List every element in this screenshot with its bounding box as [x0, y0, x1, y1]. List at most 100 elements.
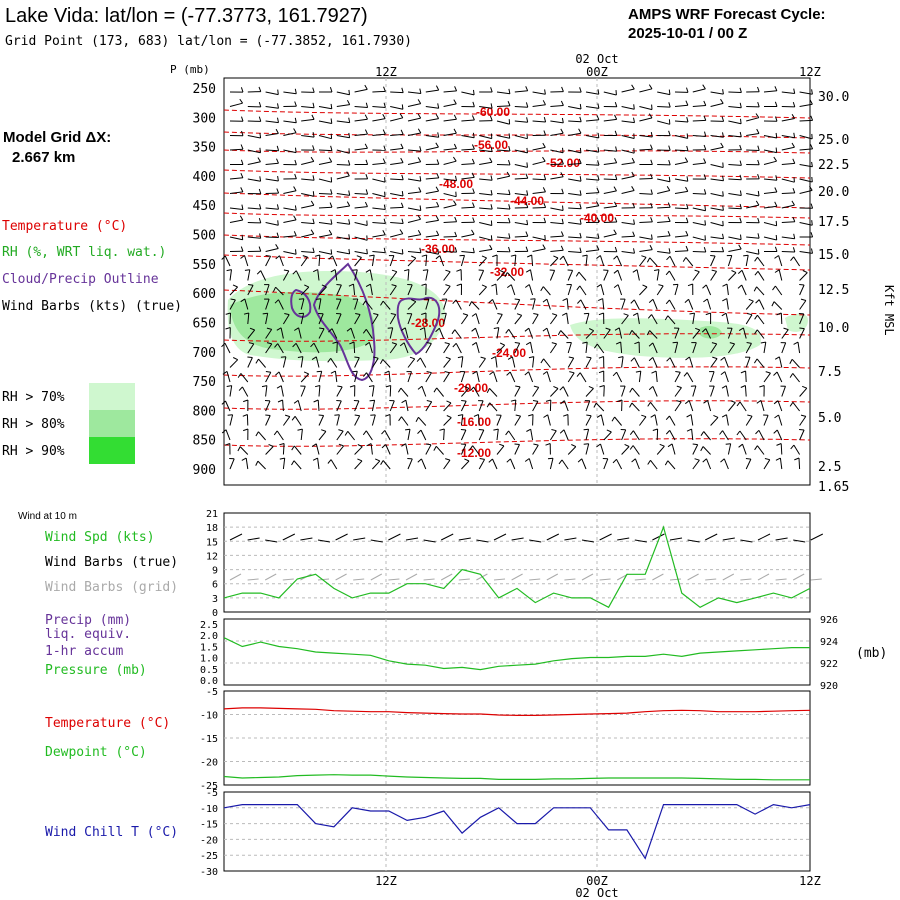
- wind-barb: [240, 298, 249, 310]
- surface-wind-barb: [634, 539, 647, 543]
- wind-barb: [585, 245, 600, 252]
- wind-barb: [629, 445, 640, 455]
- wind-barb: [496, 204, 511, 210]
- wind-barb: [471, 327, 480, 339]
- temperature-ytick-3: -15: [200, 734, 218, 745]
- wind-barb: [372, 191, 386, 198]
- wind-barb: [354, 143, 368, 151]
- wind-barb: [585, 233, 600, 239]
- surface-wind-barb-grid: [229, 573, 242, 581]
- wind-barb: [596, 443, 605, 455]
- wind-barb: [603, 269, 609, 281]
- wind-barb: [550, 218, 564, 225]
- wind-barb: [314, 385, 321, 397]
- wind-barb: [229, 173, 244, 180]
- legend-temperature: Temperature (°C): [2, 219, 127, 234]
- wind-barb: [612, 371, 623, 383]
- wind-barb: [292, 270, 302, 281]
- wind-barb: [461, 202, 475, 209]
- wind-barb: [773, 400, 783, 412]
- wind-barb: [585, 201, 600, 209]
- wind-barb: [550, 385, 559, 397]
- wind-barb: [425, 103, 440, 109]
- wind-barb: [599, 385, 605, 397]
- wind-barb: [568, 176, 582, 182]
- wind-barb: [672, 341, 679, 354]
- wind-barb: [514, 298, 521, 310]
- wind-barb: [673, 327, 680, 339]
- wind-barb: [621, 133, 635, 139]
- wind-barb: [504, 272, 516, 281]
- wind-barb: [407, 230, 422, 238]
- wind-barb: [369, 254, 375, 267]
- wind-barb: [525, 341, 534, 354]
- wind-barb: [703, 399, 712, 412]
- wind-barb: [380, 300, 391, 310]
- wind-barb: [441, 312, 447, 325]
- wind-barb: [562, 298, 569, 310]
- wind-barb: [629, 330, 640, 339]
- wind-barb: [479, 103, 493, 109]
- surface-wind-barb: [317, 539, 331, 543]
- height-tick-12: 1.65: [818, 480, 849, 495]
- wind-barb: [547, 457, 554, 470]
- wind-panel-title: Wind at 10 m: [18, 511, 77, 522]
- wind-barb: [603, 246, 618, 253]
- wind-barb: [283, 101, 297, 107]
- wind-barb: [443, 156, 457, 165]
- wind-barb: [493, 327, 500, 339]
- wind-barb: [771, 301, 783, 310]
- wind-barb: [265, 103, 279, 109]
- wind-barb: [737, 284, 747, 296]
- model-grid-label: Model Grid ΔX:: [3, 129, 111, 146]
- bottom-time-tick-1: 12Z: [375, 874, 397, 888]
- wind-barb: [672, 283, 679, 296]
- wind-barb: [496, 145, 511, 152]
- wind-barb: [226, 269, 232, 281]
- wind-barb: [773, 371, 783, 383]
- wind-barb: [461, 229, 475, 238]
- wind-barb: [719, 430, 729, 441]
- wind-barb: [561, 312, 569, 325]
- wind-barb: [799, 89, 813, 95]
- cross-section-frame: [223, 77, 811, 486]
- wind-barb: [639, 173, 653, 180]
- wind-barb: [443, 86, 458, 93]
- wind-barb: [265, 255, 272, 267]
- wind-barb: [397, 387, 409, 397]
- wind-barb: [692, 327, 701, 339]
- isotherm-label-12: -16.00: [457, 415, 491, 429]
- wind-barb: [265, 414, 271, 426]
- wind-barb: [692, 247, 707, 253]
- wind-barb: [243, 428, 249, 441]
- wind-barb: [354, 174, 369, 180]
- wind-barb: [585, 385, 594, 397]
- pressure-tick-250: 250: [193, 82, 216, 97]
- wind-barb: [283, 215, 297, 223]
- wind-barb: [621, 313, 629, 325]
- xsec-time-tick-2: 00Z: [586, 65, 608, 79]
- wind-barb: [461, 385, 470, 397]
- wind-barb: [629, 402, 640, 412]
- wind-barb: [496, 414, 502, 426]
- wind-barb: [443, 269, 451, 281]
- wind-barb: [596, 414, 605, 426]
- wind-barb: [621, 157, 635, 165]
- wind-barb: [425, 249, 439, 255]
- wind-barb: [593, 343, 605, 354]
- wind-barb: [639, 244, 653, 252]
- wind-barb: [692, 205, 706, 212]
- isotherm-8: [223, 254, 811, 271]
- surface-wind-barb-grid: [282, 578, 294, 581]
- wind-barb: [334, 414, 340, 426]
- wind-barb: [318, 429, 327, 441]
- wind-barb: [621, 202, 636, 209]
- wind-barb: [728, 160, 742, 166]
- wind-barb: [265, 158, 279, 165]
- wind-barb: [550, 128, 564, 136]
- wind-barb: [457, 414, 464, 426]
- wind-barb: [298, 312, 305, 325]
- wind-barb: [301, 175, 315, 181]
- wind-barb: [469, 445, 480, 455]
- wind-barb: [301, 200, 315, 209]
